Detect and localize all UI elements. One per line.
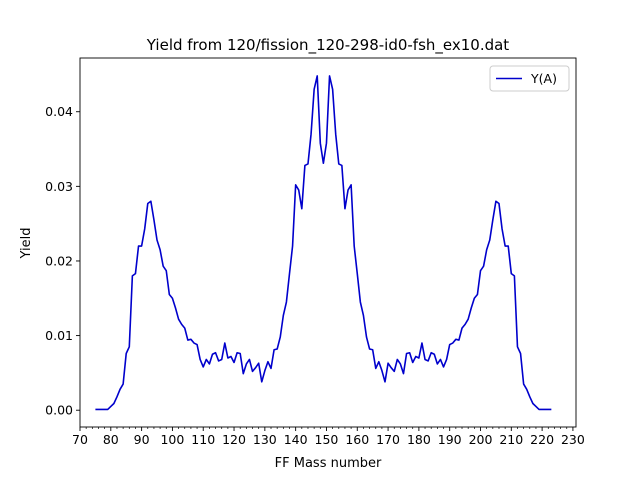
x-tick-label: 150 [315,432,339,447]
y-tick-label: 0.00 [45,403,73,418]
x-axis: 70 80 90 100 110 120 130 140 150 160 170 180 190 200 2… [72,427,585,447]
legend: Y(A) [489,65,570,92]
y-tick-label: 0.02 [45,253,73,268]
x-tick-label: 180 [407,432,431,447]
x-tick-label: 70 [72,432,88,447]
series-line-0 [95,75,552,411]
x-tick-label: 190 [438,432,462,447]
y-tick-label: 0.04 [45,104,73,119]
x-tick-label: 110 [191,432,215,447]
x-tick-label: 120 [222,432,246,447]
y-axis: 0.00 0.01 0.02 0.03 0.04 [45,104,80,418]
legend-label: Y(A) [530,71,557,86]
x-tick-label: 170 [376,432,400,447]
x-tick-label: 200 [469,432,493,447]
legend-box [489,65,570,92]
x-tick-label: 230 [561,432,585,447]
x-tick-label: 160 [345,432,369,447]
x-axis-label: FF Mass number [275,456,382,471]
plot-frame [79,57,577,428]
x-tick-label: 90 [134,432,150,447]
y-tick-label: 0.03 [45,179,73,194]
x-tick-label: 220 [530,432,554,447]
x-tick-label: 210 [499,432,523,447]
y-tick-label: 0.01 [45,328,73,343]
x-tick-label: 100 [160,432,184,447]
x-tick-label: 140 [284,432,308,447]
y-axis-label: Yield [19,228,34,260]
x-tick-label: 130 [253,432,277,447]
plot-area [79,57,577,428]
x-tick-label: 80 [103,432,119,447]
chart-title: Yield from 120/fission_120-298-id0-fsh_e… [146,36,510,55]
